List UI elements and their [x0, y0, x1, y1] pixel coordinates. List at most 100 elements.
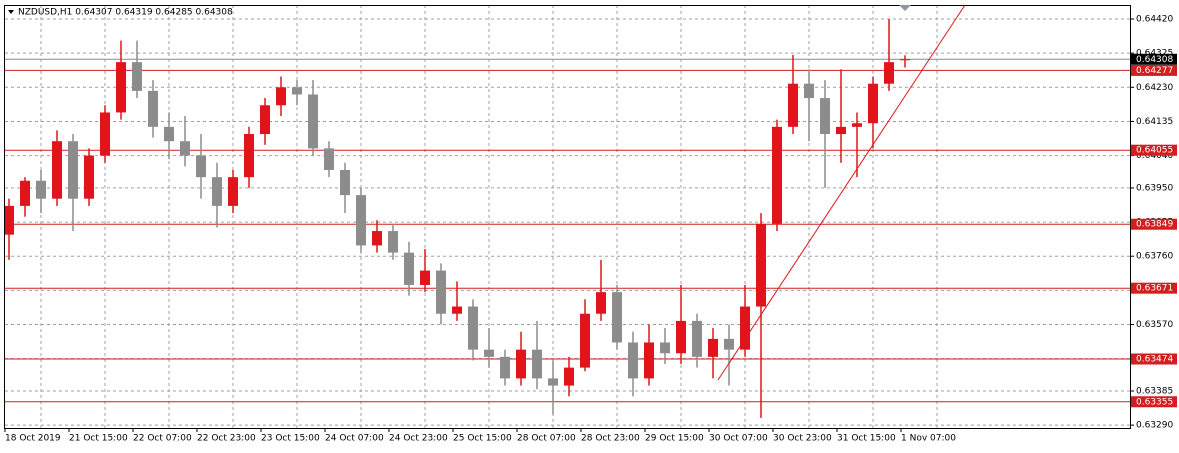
y-tick-label: 0.64325	[1136, 49, 1173, 59]
candle-body	[148, 90, 158, 127]
candle-body	[900, 59, 910, 61]
level-label: 0.63474	[1136, 354, 1173, 364]
candle-body	[100, 112, 110, 156]
candle-body	[356, 195, 366, 246]
candle-body	[308, 94, 318, 149]
candle-body	[868, 83, 878, 124]
x-tick-label: 28 Oct 07:00	[517, 434, 576, 444]
levels	[5, 58, 1130, 403]
candles	[4, 19, 910, 418]
candle-body	[820, 98, 830, 135]
candle-body	[436, 270, 446, 314]
y-tick-label: 0.63570	[1136, 320, 1173, 330]
candle-body	[180, 141, 190, 156]
level-tag	[1131, 282, 1177, 294]
plot-frame	[4, 5, 1131, 429]
candle-body	[788, 83, 798, 127]
level-tag	[1131, 353, 1177, 365]
x-tick-label: 18 Oct 2019	[5, 434, 61, 444]
level-tag	[1131, 144, 1177, 156]
candle-body	[580, 313, 590, 368]
trend-line	[717, 4, 966, 381]
candle-body	[756, 223, 766, 307]
candle-body	[676, 320, 686, 354]
level-label: 0.63671	[1136, 284, 1173, 294]
candle-body	[52, 141, 62, 199]
candle-body	[660, 342, 670, 354]
candle-body	[612, 292, 622, 343]
y-tick-label: 0.63385	[1136, 386, 1173, 396]
candle-body	[164, 126, 174, 142]
candle-body	[564, 367, 574, 386]
level-label: 0.63849	[1136, 220, 1173, 230]
candle-body	[324, 148, 334, 170]
candle-body	[692, 320, 702, 357]
grid	[5, 5, 1130, 428]
candle-body	[84, 155, 94, 199]
y-tick-label: 0.64230	[1136, 83, 1173, 93]
candle-body	[548, 378, 558, 386]
x-tick-label: 28 Oct 23:00	[581, 434, 640, 444]
candle-body	[852, 123, 862, 127]
y-tick-label: 0.63290	[1136, 421, 1173, 431]
candle-body	[500, 356, 510, 379]
candle-body	[404, 252, 414, 285]
candle-body	[372, 231, 382, 246]
x-tick-label: 23 Oct 15:00	[261, 434, 320, 444]
level-tag	[1131, 218, 1177, 230]
candle-body	[244, 134, 254, 178]
y-tick-label: 0.63950	[1136, 183, 1173, 193]
candle-body	[804, 83, 814, 99]
candle-body	[484, 349, 494, 357]
candle-body	[772, 126, 782, 224]
level-label: 0.63355	[1136, 397, 1173, 407]
candle-body	[260, 105, 270, 135]
x-tick-label: 30 Oct 07:00	[709, 434, 768, 444]
x-tick-label: 25 Oct 15:00	[453, 434, 512, 444]
candle-body	[388, 231, 398, 253]
chart-title: NZDUSD,H1 0.64307 0.64319 0.64285 0.6430…	[18, 8, 233, 18]
candle-body	[68, 141, 78, 199]
y-tick-label: 0.63760	[1136, 252, 1173, 262]
candle-body	[724, 338, 734, 350]
candle-body	[884, 62, 894, 84]
candle-body	[596, 292, 606, 314]
level-tag	[1131, 396, 1177, 408]
candle-body	[420, 270, 430, 285]
level-tag	[1131, 64, 1177, 76]
shift-marker	[899, 5, 911, 11]
price-axis: 0.64420 0.64325 0.64230 0.64135 0.64040 0.639…	[4, 15, 1177, 444]
candle-body	[116, 62, 126, 113]
current-price-label: 0.64308	[1136, 55, 1173, 65]
candle-body	[228, 177, 238, 206]
x-tick-label: 1 Nov 07:00	[901, 434, 956, 444]
candle-body	[196, 155, 206, 178]
y-tick-label: 0.64135	[1136, 117, 1173, 127]
current-price-tag	[1131, 53, 1177, 65]
candle-body	[292, 87, 302, 95]
candle-body	[20, 180, 30, 206]
candle-body	[452, 306, 462, 314]
candle-body	[836, 126, 846, 135]
candle-body	[276, 87, 286, 106]
menu-arrow	[8, 10, 14, 14]
x-tick-label: 29 Oct 15:00	[645, 434, 704, 444]
candle-body	[628, 342, 638, 379]
x-tick-label: 31 Oct 15:00	[837, 434, 896, 444]
x-tick-label: 22 Oct 23:00	[197, 434, 256, 444]
x-tick-label: 24 Oct 07:00	[325, 434, 384, 444]
candle-body	[340, 169, 350, 196]
x-tick-label: 30 Oct 23:00	[773, 434, 832, 444]
candle-body	[468, 306, 478, 350]
candle-body	[36, 180, 46, 199]
y-tick-label: 0.64040	[1136, 151, 1173, 161]
x-tick-label: 24 Oct 23:00	[389, 434, 448, 444]
candle-body	[644, 342, 654, 379]
candle-body	[516, 349, 526, 379]
x-tick-label: 21 Oct 15:00	[69, 434, 128, 444]
candle-body	[740, 306, 750, 350]
level-label: 0.64277	[1136, 66, 1173, 76]
candle-body	[708, 338, 718, 357]
